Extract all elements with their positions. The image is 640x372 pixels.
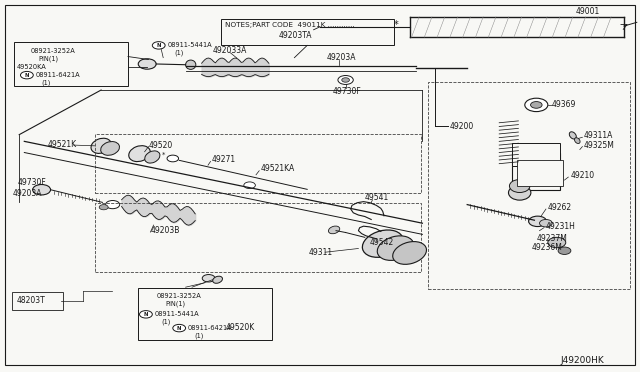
Text: NOTES;PART CODE  49011K ............: NOTES;PART CODE 49011K ............ (225, 22, 355, 28)
Circle shape (33, 185, 51, 195)
Text: 49203B: 49203B (150, 226, 180, 235)
Text: 49520: 49520 (148, 141, 173, 150)
Circle shape (531, 102, 542, 108)
Circle shape (548, 237, 566, 248)
Text: 08911-6421A: 08911-6421A (35, 72, 80, 78)
Circle shape (525, 98, 548, 112)
Bar (517, 160, 563, 186)
Circle shape (138, 59, 156, 69)
Circle shape (173, 324, 186, 332)
Text: PIN(1): PIN(1) (38, 55, 58, 62)
Ellipse shape (362, 230, 403, 257)
Circle shape (338, 76, 353, 84)
Text: 49200: 49200 (450, 122, 474, 131)
Circle shape (152, 42, 165, 49)
Circle shape (244, 182, 255, 189)
Text: 49521K: 49521K (48, 140, 77, 149)
Text: 49203A: 49203A (326, 53, 356, 62)
Text: 08911-6421A: 08911-6421A (188, 325, 232, 331)
Bar (138, 288, 272, 340)
Bar (512, 143, 560, 166)
Circle shape (167, 155, 179, 162)
Circle shape (529, 216, 547, 227)
Text: 49325M: 49325M (584, 141, 614, 150)
Text: 49730F: 49730F (333, 87, 362, 96)
Circle shape (106, 201, 120, 209)
Bar (14, 42, 128, 86)
Circle shape (20, 71, 33, 79)
Text: 49236M: 49236M (531, 243, 562, 251)
Text: J49200HK: J49200HK (560, 356, 604, 365)
Text: 08911-5441A: 08911-5441A (168, 42, 212, 48)
Circle shape (140, 311, 152, 318)
Ellipse shape (100, 142, 120, 155)
Text: 49271: 49271 (211, 155, 236, 164)
Ellipse shape (145, 151, 160, 163)
Circle shape (202, 275, 215, 282)
Circle shape (558, 247, 571, 254)
Text: *: * (161, 152, 165, 158)
Circle shape (99, 205, 108, 210)
Ellipse shape (509, 179, 530, 193)
Ellipse shape (393, 241, 426, 264)
Ellipse shape (328, 226, 340, 234)
Text: (1): (1) (42, 79, 51, 86)
Ellipse shape (129, 146, 150, 161)
Bar (12, 292, 63, 310)
Text: 49542: 49542 (370, 238, 394, 247)
Text: 49262: 49262 (547, 203, 572, 212)
Text: N: N (156, 43, 161, 48)
Bar (512, 153, 560, 190)
Circle shape (342, 78, 349, 82)
Ellipse shape (212, 276, 223, 283)
Bar (95, 203, 421, 272)
Text: 49210: 49210 (571, 171, 595, 180)
Circle shape (540, 219, 552, 227)
Bar (95, 134, 421, 193)
Text: *: * (394, 20, 398, 30)
Text: 08921-3252A: 08921-3252A (157, 293, 202, 299)
Text: (1): (1) (161, 318, 171, 325)
Text: 49231H: 49231H (546, 222, 576, 231)
Text: 48203T: 48203T (17, 296, 45, 305)
Ellipse shape (570, 132, 576, 139)
Ellipse shape (575, 138, 580, 144)
Text: 49203A: 49203A (13, 189, 42, 198)
Text: 08911-5441A: 08911-5441A (155, 311, 200, 317)
Text: N: N (143, 312, 148, 317)
Text: 49001: 49001 (576, 7, 600, 16)
Text: 49311: 49311 (309, 248, 333, 257)
Text: (1): (1) (174, 49, 184, 56)
Text: 08921-3252A: 08921-3252A (31, 48, 76, 54)
Text: PIN(1): PIN(1) (165, 301, 185, 307)
Text: 49203TA: 49203TA (278, 31, 312, 40)
Text: 49541: 49541 (365, 193, 389, 202)
Text: (1): (1) (194, 333, 204, 339)
Text: 49520KA: 49520KA (17, 64, 46, 70)
Text: 492033A: 492033A (213, 46, 248, 55)
Text: 49730F: 49730F (18, 178, 47, 187)
Ellipse shape (91, 138, 111, 153)
Text: 49520K: 49520K (225, 323, 255, 332)
Ellipse shape (186, 60, 196, 69)
Ellipse shape (509, 185, 531, 200)
Text: 49521KA: 49521KA (261, 164, 296, 173)
Text: N: N (24, 73, 29, 78)
Bar (428, 82, 630, 289)
Bar (221, 19, 394, 45)
Text: N: N (177, 326, 182, 331)
Text: 49369: 49369 (552, 100, 576, 109)
Ellipse shape (377, 236, 414, 260)
Text: 49311A: 49311A (584, 131, 613, 140)
Text: 49237M: 49237M (536, 234, 567, 243)
